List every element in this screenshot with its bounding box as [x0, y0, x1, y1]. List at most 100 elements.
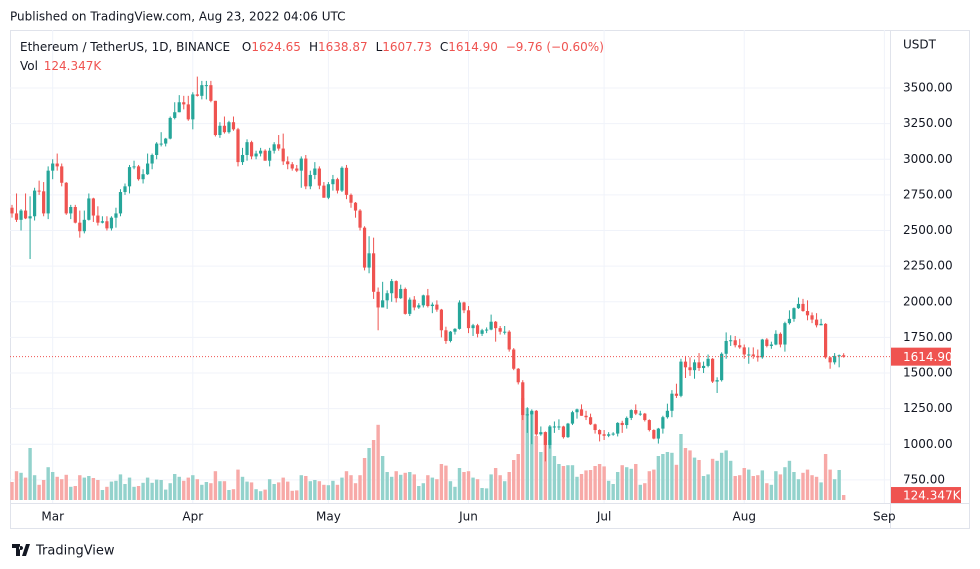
volume-bar [837, 470, 841, 500]
volume-bar [87, 476, 91, 500]
volume-bar [575, 476, 579, 500]
volume-bar [706, 474, 710, 500]
candle-body [372, 253, 376, 292]
candle-body [353, 202, 358, 211]
candle-body [335, 179, 340, 191]
volume-bar [466, 471, 471, 500]
volume-bar [389, 476, 394, 500]
volume-bar [688, 450, 692, 500]
volume-bar [317, 481, 322, 500]
volume-bar [430, 477, 435, 500]
candle-body [466, 310, 471, 329]
y-tick-label: 1250.00 [903, 401, 953, 415]
volume-bar [507, 472, 511, 500]
volume-bar [14, 471, 19, 500]
volume-bar [267, 479, 272, 500]
candle-body [543, 432, 547, 445]
volume-bar [295, 490, 299, 500]
candle-body [566, 423, 570, 438]
candle-body [231, 122, 236, 130]
y-tick-label: 2250.00 [903, 259, 953, 273]
volume-bar [69, 486, 73, 500]
candle-body [833, 355, 837, 363]
volume-bar [516, 454, 520, 500]
candle-body [828, 357, 832, 363]
candle-body [751, 354, 755, 356]
volume-bar [109, 481, 114, 500]
brand-name: TradingView [35, 544, 115, 559]
volume-bar [679, 434, 683, 500]
volume-bar [123, 484, 127, 500]
candle-body [462, 302, 466, 311]
candle-body [394, 281, 398, 299]
volume-bar [625, 467, 629, 500]
candle-body [643, 413, 647, 421]
candle-body [164, 138, 168, 144]
candle-body [213, 100, 217, 136]
volume-bar [412, 474, 416, 500]
volume-bar [584, 470, 588, 500]
candle-body [674, 393, 679, 396]
volume-bar [471, 477, 475, 500]
volume-bar [258, 491, 263, 500]
candle-body [114, 213, 118, 218]
candle-body [471, 325, 475, 329]
ohlc: O1624.65 H1638.87 L1607.73 C1614.90 [236, 40, 500, 54]
volume-bar [539, 452, 543, 500]
volume-bar [19, 472, 23, 500]
volume-bar [665, 452, 670, 500]
volume-bar [670, 452, 674, 500]
volume-bar [674, 464, 679, 500]
candle-body [141, 174, 145, 180]
volume-bar [557, 464, 561, 500]
candle-body [435, 304, 439, 310]
candle-body [796, 303, 801, 309]
candle-body [64, 182, 68, 214]
candle-body [73, 206, 77, 223]
brand-logo [12, 544, 30, 556]
y-tick-label: 1000.00 [903, 437, 953, 451]
ohlc-label: C [439, 40, 449, 54]
volume-bar [710, 458, 715, 500]
last-price-label: 1614.90 [903, 350, 953, 364]
candle-body [805, 311, 810, 316]
volume-bar [597, 464, 602, 500]
ohlc-label: O [241, 40, 252, 54]
candle-body [729, 340, 733, 342]
candle-body [304, 158, 308, 187]
candle-body [516, 368, 520, 383]
candle-body [485, 329, 489, 331]
volume-bar [150, 482, 154, 500]
candle-body [123, 186, 127, 193]
chart-frame [10, 30, 970, 529]
candle-body [665, 410, 669, 418]
candle-body [801, 303, 805, 312]
x-tick-label: Jul [596, 510, 611, 524]
candle-body [534, 410, 538, 435]
symbol: Ethereum / TetherUS, 1D, BINANCE [20, 40, 231, 54]
candle-body [475, 325, 480, 334]
volume-bar [236, 469, 240, 500]
candle-body [593, 424, 597, 431]
candle-body [51, 163, 55, 171]
candle-body [602, 434, 606, 436]
volume-bar [683, 448, 688, 500]
volume-bar [222, 481, 227, 500]
y-tick-label: 750.00 [903, 472, 945, 486]
volume-bar [530, 412, 534, 500]
y-tick-label: 3000.00 [903, 152, 953, 166]
volume-bar [78, 475, 82, 500]
volume-bar [240, 476, 245, 500]
candle-body [724, 340, 728, 354]
candle-body [146, 163, 150, 175]
volume-bar [778, 474, 783, 500]
volume-bar [417, 486, 421, 500]
volume-bar [163, 489, 168, 500]
y-tick-label: 1750.00 [903, 330, 953, 344]
candle-body [236, 129, 240, 163]
x-tick-label: Sep [873, 510, 896, 524]
candle-body [620, 422, 624, 426]
candle-body [218, 125, 222, 136]
volume-bar [588, 470, 593, 500]
volume-bar [177, 476, 181, 500]
